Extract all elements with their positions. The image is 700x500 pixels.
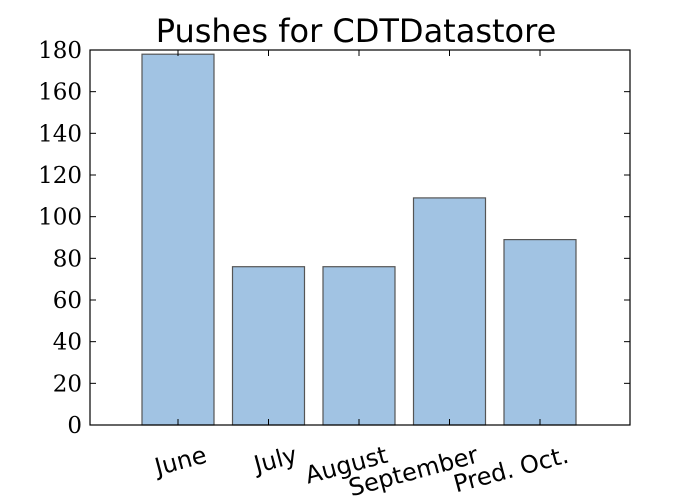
plot-frame xyxy=(89,49,631,426)
y-tick-label: 140 xyxy=(38,121,82,147)
y-tick-label: 160 xyxy=(38,80,82,106)
y-tick-label: 60 xyxy=(53,288,82,314)
y-tick-label: 120 xyxy=(38,163,82,189)
y-tick-label: 0 xyxy=(67,413,82,439)
bar-pred-oct xyxy=(503,239,577,426)
bar-august xyxy=(322,266,396,426)
x-tick-label: July xyxy=(249,441,300,480)
bars-layer xyxy=(141,53,577,426)
y-tick-label: 80 xyxy=(53,246,82,272)
y-tick-label: 100 xyxy=(38,205,82,231)
y-axis: 0 20 40 60 80 100 120 140 160 180 xyxy=(38,38,630,439)
y-tick-label: 20 xyxy=(53,371,82,397)
x-tick-label: June xyxy=(150,441,210,482)
bar-july xyxy=(231,266,306,426)
chart-title: Pushes for CDTDatastore xyxy=(156,12,557,50)
bar-june xyxy=(141,53,215,426)
y-tick-label: 180 xyxy=(38,38,82,64)
y-tick-label: 40 xyxy=(53,330,82,356)
bar-september xyxy=(412,197,487,426)
